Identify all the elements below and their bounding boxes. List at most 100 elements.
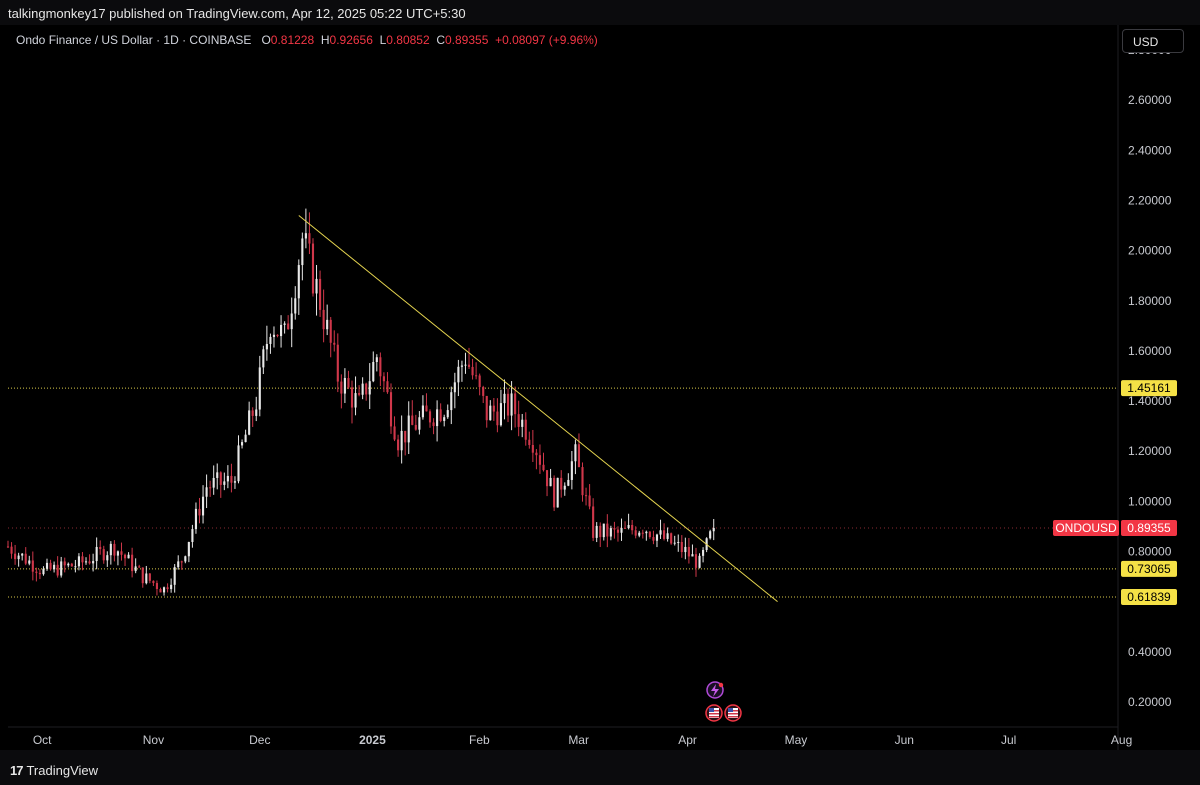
currency-button[interactable]: USD [1122, 29, 1184, 53]
lightning-glyph [711, 684, 719, 697]
event-markers[interactable] [705, 681, 742, 722]
candle-body [113, 543, 116, 556]
price-tick-label: 1.40000 [1128, 394, 1172, 408]
price-badge-label: 0.89355 [1127, 521, 1171, 535]
candle-body [613, 528, 616, 530]
candle-body [514, 393, 517, 415]
candle-body [631, 525, 634, 531]
candle-body [382, 376, 385, 382]
candle-body [49, 562, 52, 570]
candle-body [510, 393, 513, 416]
candle-body [187, 542, 190, 557]
candle-body [134, 566, 137, 572]
tradingview-logo[interactable]: 17 TradingView [10, 763, 98, 778]
candle-body [677, 542, 680, 544]
candle-body [620, 527, 623, 533]
time-tick-label: Apr [678, 733, 697, 747]
candle-body [485, 395, 488, 421]
candle-body [531, 444, 534, 453]
candle-body [329, 319, 332, 343]
price-tick-label: 1.80000 [1128, 294, 1172, 308]
us-flag-event-icon[interactable] [705, 704, 723, 722]
candle-body [56, 564, 59, 576]
trendline-layer[interactable] [298, 215, 778, 603]
candle-body [226, 475, 229, 482]
candle-body [436, 409, 439, 427]
descending-trendline[interactable] [298, 215, 778, 603]
candle-body [152, 580, 155, 584]
candle-body [21, 553, 24, 556]
candle-body [581, 467, 584, 496]
price-axis[interactable]: 2.800002.600002.400002.200002.000001.800… [1128, 43, 1172, 709]
candle-body [563, 485, 566, 490]
candle-body [280, 324, 283, 337]
candle-body [116, 551, 119, 556]
price-tick-label: 2.60000 [1128, 93, 1172, 107]
candle-body [194, 508, 198, 530]
candle-body [283, 323, 286, 325]
candle-body [517, 414, 520, 427]
candle-body [492, 405, 495, 412]
tradingview-logo-icon: 17 [10, 763, 24, 778]
candle-body [311, 243, 315, 294]
price-tick-label: 0.80000 [1128, 545, 1172, 559]
symbol-badge-label: ONDOUSD [1055, 521, 1117, 535]
candle-body [230, 475, 233, 483]
candle-body [148, 573, 151, 581]
candle-body [38, 572, 41, 575]
candle-body [304, 233, 307, 239]
candle-body [482, 387, 485, 396]
time-axis[interactable]: Oct Nov Dec 2025 Feb Mar Apr May Jun Jul Aug [33, 733, 1132, 747]
price-badges: 1.45161 0.73065 0.61839 ONDOUSD 0.89355 [1053, 380, 1177, 606]
candle-body [467, 364, 471, 367]
candle-body [414, 424, 417, 430]
chart-frame[interactable] [8, 25, 1192, 750]
candle-body [684, 546, 687, 553]
candle-body [209, 487, 212, 489]
candle-body [365, 383, 368, 395]
us-flag-event-icon[interactable] [724, 704, 742, 722]
candle-body [538, 455, 542, 465]
candle-body [70, 563, 73, 567]
candle-body [297, 265, 300, 299]
candle-body [340, 381, 343, 394]
candle-body [574, 444, 577, 462]
candle-body [432, 422, 435, 427]
candle-body [31, 560, 34, 572]
level-badge [1121, 589, 1177, 606]
candle-body [35, 571, 38, 573]
candle-body [240, 442, 244, 446]
level-badge [1121, 380, 1177, 397]
time-tick-label: Jul [1001, 733, 1016, 747]
candle-body [336, 344, 339, 382]
candle-body [63, 561, 66, 566]
candle-body [219, 472, 222, 485]
candle-body [301, 238, 304, 266]
candle-body [272, 334, 276, 337]
candle-body [680, 542, 683, 553]
candle-body [88, 561, 91, 564]
candle-body [84, 561, 88, 563]
candle-body [159, 588, 162, 593]
price-tick-label: 1.60000 [1128, 344, 1172, 358]
candle-body [131, 554, 134, 572]
time-tick-label: Oct [33, 733, 52, 747]
lightning-event-icon[interactable] [706, 681, 724, 699]
candle-body [397, 439, 400, 451]
candle-body [407, 415, 410, 443]
candle-body [77, 556, 80, 567]
time-tick-label: Aug [1111, 733, 1132, 747]
candle-body [191, 529, 194, 543]
candle-body [102, 549, 105, 561]
candle-body [425, 405, 428, 412]
candle-body [457, 366, 460, 383]
candle-body [553, 477, 556, 508]
candle-body [709, 531, 712, 539]
candle-body [453, 382, 456, 393]
symbol-badge [1053, 520, 1119, 537]
price-badge [1121, 520, 1177, 537]
horizontal-levels[interactable] [8, 387, 1118, 598]
legend-close-label: C [436, 33, 445, 47]
candle-body [255, 409, 258, 416]
